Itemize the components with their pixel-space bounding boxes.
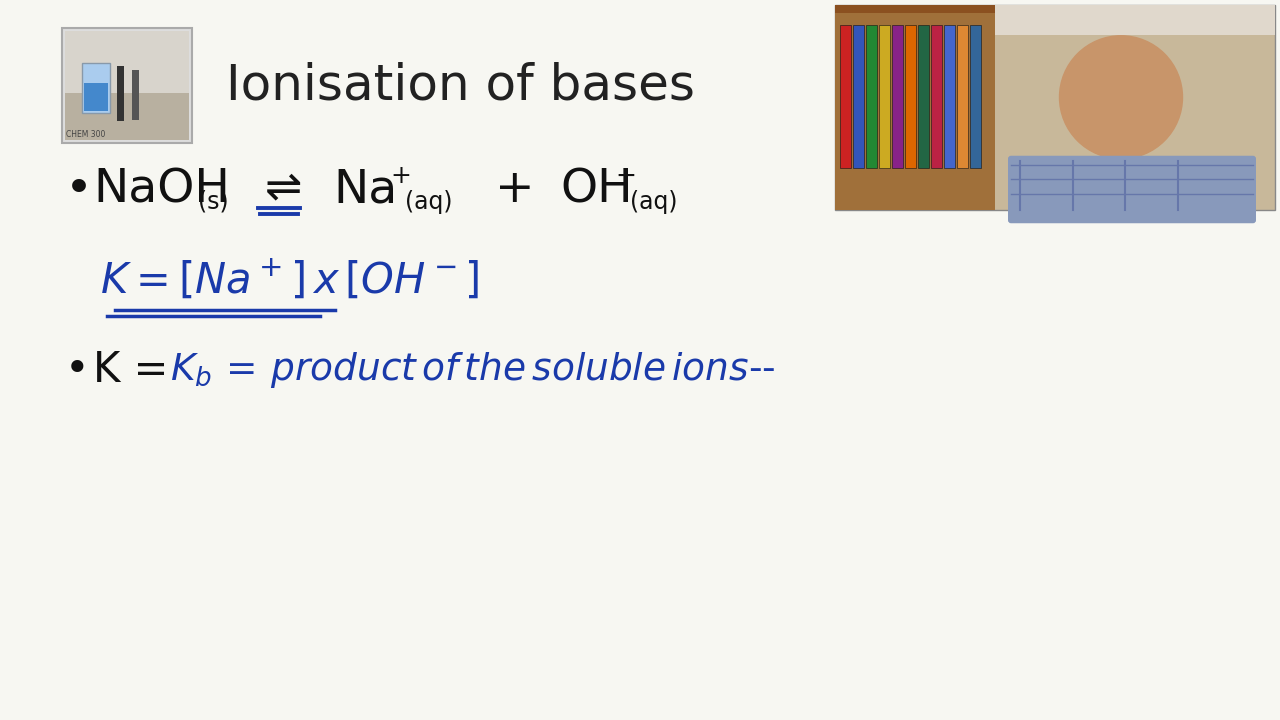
Text: −: − bbox=[614, 164, 636, 188]
Text: Na: Na bbox=[333, 168, 397, 212]
Text: CHEM 300: CHEM 300 bbox=[67, 130, 105, 139]
Bar bbox=[931, 25, 942, 168]
Bar bbox=[84, 83, 108, 111]
Circle shape bbox=[1060, 36, 1183, 158]
Bar bbox=[835, 5, 995, 13]
Text: (aq): (aq) bbox=[630, 190, 677, 214]
Bar bbox=[852, 25, 864, 168]
Bar bbox=[957, 25, 968, 168]
Text: NaOH: NaOH bbox=[93, 168, 230, 212]
Bar bbox=[835, 5, 1275, 35]
Bar bbox=[945, 25, 955, 168]
Bar bbox=[116, 66, 124, 121]
Bar bbox=[892, 25, 902, 168]
Text: (s): (s) bbox=[198, 190, 229, 214]
Text: K =: K = bbox=[93, 349, 169, 391]
Text: +: + bbox=[390, 164, 411, 188]
Bar bbox=[65, 93, 189, 140]
Bar bbox=[879, 25, 890, 168]
Bar bbox=[905, 25, 916, 168]
Bar bbox=[835, 5, 995, 210]
FancyBboxPatch shape bbox=[1009, 156, 1256, 223]
Bar bbox=[918, 25, 929, 168]
Bar bbox=[65, 31, 189, 140]
Text: (aq): (aq) bbox=[404, 190, 453, 214]
Text: $\mathit{K_b\, =\, product\, of\, the\, soluble\, ions\text{--}}$: $\mathit{K_b\, =\, product\, of\, the\, … bbox=[170, 350, 776, 390]
Bar bbox=[867, 25, 877, 168]
Text: +: + bbox=[495, 168, 535, 212]
Bar bbox=[970, 25, 980, 168]
Bar bbox=[61, 28, 192, 143]
Bar bbox=[82, 63, 110, 113]
Bar bbox=[835, 5, 1275, 210]
Text: Ionisation of bases: Ionisation of bases bbox=[225, 61, 695, 109]
Text: •: • bbox=[65, 168, 93, 212]
Bar bbox=[132, 70, 140, 120]
Text: OH: OH bbox=[561, 168, 632, 212]
Text: $\mathit{K = [Na^+]\,x\,[OH^-]}$: $\mathit{K = [Na^+]\,x\,[OH^-]}$ bbox=[100, 258, 480, 302]
Bar bbox=[65, 31, 189, 140]
Text: ⇌: ⇌ bbox=[265, 166, 302, 210]
Text: •: • bbox=[65, 349, 90, 391]
Bar bbox=[840, 25, 851, 168]
